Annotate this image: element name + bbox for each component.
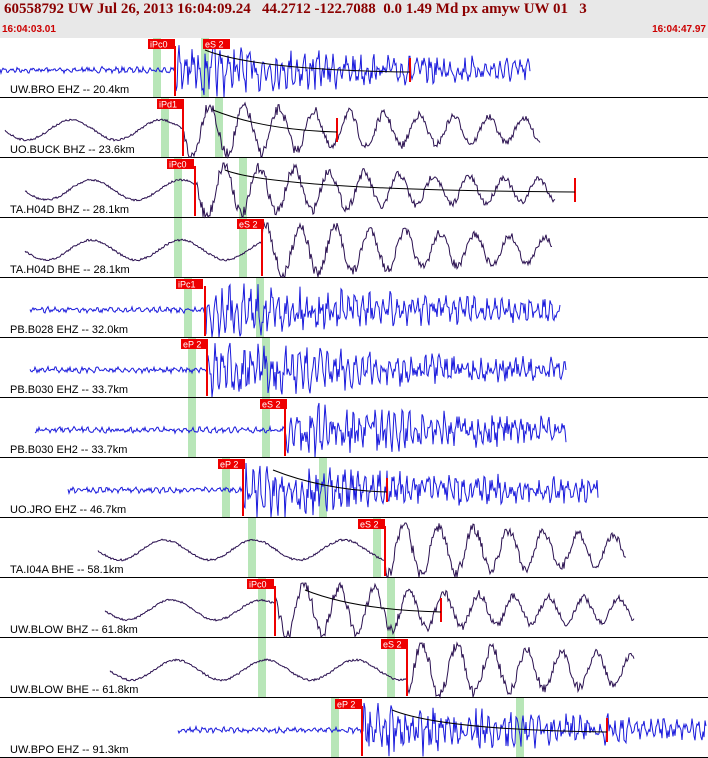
waveform	[97, 522, 627, 578]
phase-marker	[258, 638, 266, 697]
phase-marker	[258, 578, 266, 637]
waveform	[177, 702, 707, 757]
start-time: 16:04:03.01	[2, 24, 56, 35]
pick-label: eS 2	[262, 400, 281, 410]
pick-label-box	[167, 159, 194, 169]
pick-label: eS 2	[360, 520, 379, 530]
pick-label-box	[335, 699, 362, 709]
pick-label: iPc0	[249, 580, 267, 590]
waveform	[104, 581, 635, 639]
station-label: UW.BRO EHZ -- 20.4km	[10, 84, 129, 96]
phase-marker	[331, 698, 339, 757]
pick-label-box	[148, 39, 175, 49]
phase-marker	[387, 578, 395, 637]
coda-curve	[272, 469, 388, 493]
phase-marker	[516, 698, 524, 757]
waveform	[24, 221, 553, 278]
pick-label: iPc0	[150, 40, 168, 50]
station-label: PB.B030 EH2 -- 33.7km	[10, 444, 127, 456]
station-label: UO.BUCK BHZ -- 23.6km	[10, 144, 135, 156]
waveform	[0, 42, 531, 98]
phase-marker	[256, 278, 264, 337]
pick-label: iPd1	[159, 100, 177, 110]
phase-marker	[174, 218, 182, 277]
station-label: UW.BLOW BHZ -- 61.8km	[10, 624, 138, 636]
phase-marker	[188, 398, 196, 457]
phase-marker	[262, 338, 270, 397]
pick-label-box	[176, 279, 203, 289]
pick-label-box	[358, 519, 385, 529]
station-label: UW.BLOW BHE -- 61.8km	[10, 684, 138, 696]
pick-label-box	[157, 99, 184, 109]
coda-curve	[391, 709, 608, 733]
waveform	[34, 402, 567, 458]
coda-curve	[224, 169, 576, 193]
waveform	[109, 641, 635, 699]
phase-marker	[153, 38, 161, 97]
phase-marker	[387, 638, 395, 697]
phase-marker	[262, 398, 270, 457]
pick-label: eP 2	[337, 700, 355, 710]
station-label: UO.JRO EHZ -- 46.7km	[10, 504, 126, 516]
pick-label: eP 2	[220, 460, 238, 470]
phase-marker	[373, 518, 381, 577]
station-label: PB.B028 EHZ -- 32.0km	[10, 324, 128, 336]
pick-label-box	[381, 639, 408, 649]
pick-label-box	[260, 399, 287, 409]
end-time: 16:04:47.97	[652, 24, 706, 35]
station-label: PB.B030 EHZ -- 33.7km	[10, 384, 128, 396]
phase-marker	[239, 218, 247, 277]
phase-marker	[174, 158, 182, 217]
pick-label: eP 2	[183, 340, 201, 350]
pick-label: eS 2	[239, 220, 258, 230]
phase-marker	[319, 458, 327, 517]
pick-label: iPc0	[169, 160, 187, 170]
pick-label-box	[203, 39, 230, 49]
coda-curve	[212, 109, 338, 133]
waveform	[29, 342, 567, 398]
coda-curve	[204, 49, 411, 73]
phase-marker	[188, 338, 196, 397]
pick-label: eS 2	[383, 640, 402, 650]
traces-panel: iPc0 eS 2 UW.BRO EHZ -- 20.4km iPd1 UO.BUCK …	[0, 38, 708, 758]
phase-marker	[161, 98, 169, 157]
pick-label: eS 2	[205, 40, 224, 50]
station-label: TA.H04D BHE -- 28.1km	[10, 264, 130, 276]
waveform	[24, 162, 556, 219]
phase-marker	[248, 518, 256, 577]
header: 60558792 UW Jul 26, 2013 16:04:09.24 44.…	[0, 0, 708, 38]
waveform	[4, 101, 541, 159]
station-label: UW.BPO EHZ -- 91.3km	[10, 744, 129, 756]
phase-marker	[215, 98, 223, 157]
pick-label: iPc1	[178, 280, 196, 290]
pick-label-box	[247, 579, 274, 589]
station-label: TA.I04A BHE -- 58.1km	[10, 564, 124, 576]
phase-marker	[184, 278, 192, 337]
waveform	[29, 283, 561, 338]
coda-curve	[304, 589, 442, 613]
event-title: 60558792 UW Jul 26, 2013 16:04:09.24 44.…	[4, 1, 587, 17]
waveform	[67, 462, 599, 518]
pick-label-box	[218, 459, 245, 469]
station-label: TA.H04D BHZ -- 28.1km	[10, 204, 129, 216]
phase-marker	[239, 158, 247, 217]
pick-label-box	[181, 339, 208, 349]
pick-label-box	[237, 219, 264, 229]
